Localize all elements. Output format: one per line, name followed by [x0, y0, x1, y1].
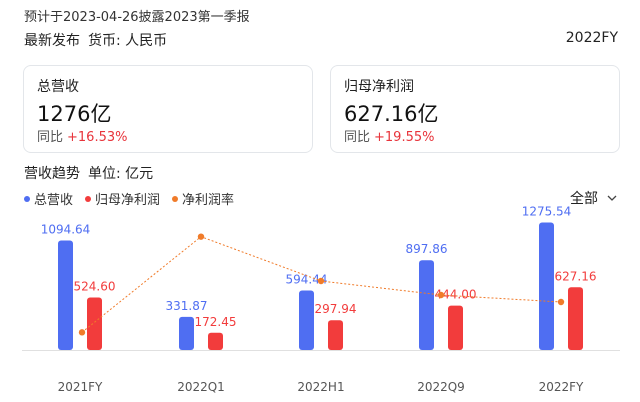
revenue-card: 总营收 1276亿 同比 +16.53% — [23, 65, 313, 153]
net-profit-yoy: 同比 +19.55% — [344, 126, 434, 145]
net-profit-card: 归母净利润 627.16亿 同比 +19.55% — [330, 65, 620, 153]
x-tick-label: 2022H1 — [297, 380, 344, 394]
legend-dot-revenue — [24, 195, 30, 202]
range-filter-dropdown[interactable]: 全部 — [570, 188, 618, 208]
revenue-card-value: 1276亿 — [37, 102, 112, 126]
latest-release-label: 最新发布 — [24, 33, 80, 49]
disclosure-notice: 预计于2023-04-26披露2023第一季报 — [24, 10, 250, 25]
x-tick-label: 2022Q9 — [417, 380, 465, 394]
revenue-bar-label: 897.86 — [406, 242, 448, 256]
net-margin-point — [557, 298, 565, 306]
revenue-bar — [179, 316, 194, 350]
revenue-bar-label: 331.87 — [166, 299, 208, 313]
chevron-down-icon — [607, 195, 617, 201]
legend-item-net-profit[interactable]: 归母净利润 — [85, 189, 160, 208]
period-label: 2022FY — [565, 30, 618, 46]
net-profit-bar-label: 524.60 — [74, 280, 116, 294]
legend-label-revenue: 总营收 — [34, 193, 74, 208]
net-profit-bar-label: 297.94 — [315, 302, 357, 316]
net-profit-bar-label: 627.16 — [555, 269, 597, 283]
revenue-bar-label: 1275.54 — [522, 204, 572, 218]
legend-label-net-profit: 归母净利润 — [95, 193, 161, 208]
net-profit-bar — [328, 320, 343, 350]
net-profit-bar-label: 172.45 — [195, 315, 237, 329]
net-profit-yoy-value: +19.55% — [374, 130, 435, 145]
trend-title: 营收趋势 单位: 亿元 — [24, 163, 153, 183]
net-profit-bar — [87, 297, 102, 350]
legend-dot-net-margin — [172, 195, 179, 202]
x-tick-label: 2022FY — [539, 380, 584, 394]
revenue-bar-label: 1094.64 — [41, 223, 91, 237]
subheader: 最新发布 货币: 人民币 — [24, 30, 167, 50]
legend-item-revenue[interactable]: 总营收 — [24, 189, 73, 208]
net-margin-point — [317, 277, 325, 285]
net-profit-yoy-label: 同比 — [344, 130, 371, 145]
legend-dot-net-profit — [85, 195, 92, 202]
legend-label-net-margin: 净利润率 — [182, 193, 235, 208]
net-profit-bar-label: 444.00 — [435, 288, 477, 302]
revenue-bar-label: 594.44 — [286, 273, 328, 287]
trend-unit: 单位: 亿元 — [88, 166, 154, 182]
net-profit-bar — [448, 305, 463, 350]
currency-label: 货币: 人民币 — [88, 33, 168, 49]
revenue-yoy: 同比 +16.53% — [37, 126, 127, 145]
net-profit-bar — [568, 287, 583, 350]
net-margin-point — [437, 291, 445, 299]
revenue-yoy-value: +16.53% — [67, 130, 128, 145]
range-filter-label: 全部 — [570, 191, 598, 207]
revenue-bar — [419, 260, 434, 350]
net-margin-point — [78, 329, 86, 336]
legend-item-net-margin[interactable]: 净利润率 — [172, 189, 234, 208]
net-profit-card-label: 归母净利润 — [344, 79, 414, 95]
revenue-bar — [539, 222, 554, 350]
x-tick-label: 2022Q1 — [177, 380, 225, 394]
net-margin-point — [197, 233, 205, 240]
revenue-card-label: 总营收 — [37, 79, 79, 95]
revenue-yoy-label: 同比 — [37, 130, 64, 145]
net-profit-card-value: 627.16亿 — [344, 102, 439, 126]
revenue-bar — [58, 240, 73, 350]
x-tick-label: 2021FY — [58, 380, 103, 394]
trend-title-text: 营收趋势 — [24, 166, 80, 182]
chart-legend: 总营收 归母净利润 净利润率 — [24, 189, 234, 208]
revenue-bar — [299, 290, 314, 350]
net-profit-bar — [208, 332, 223, 350]
